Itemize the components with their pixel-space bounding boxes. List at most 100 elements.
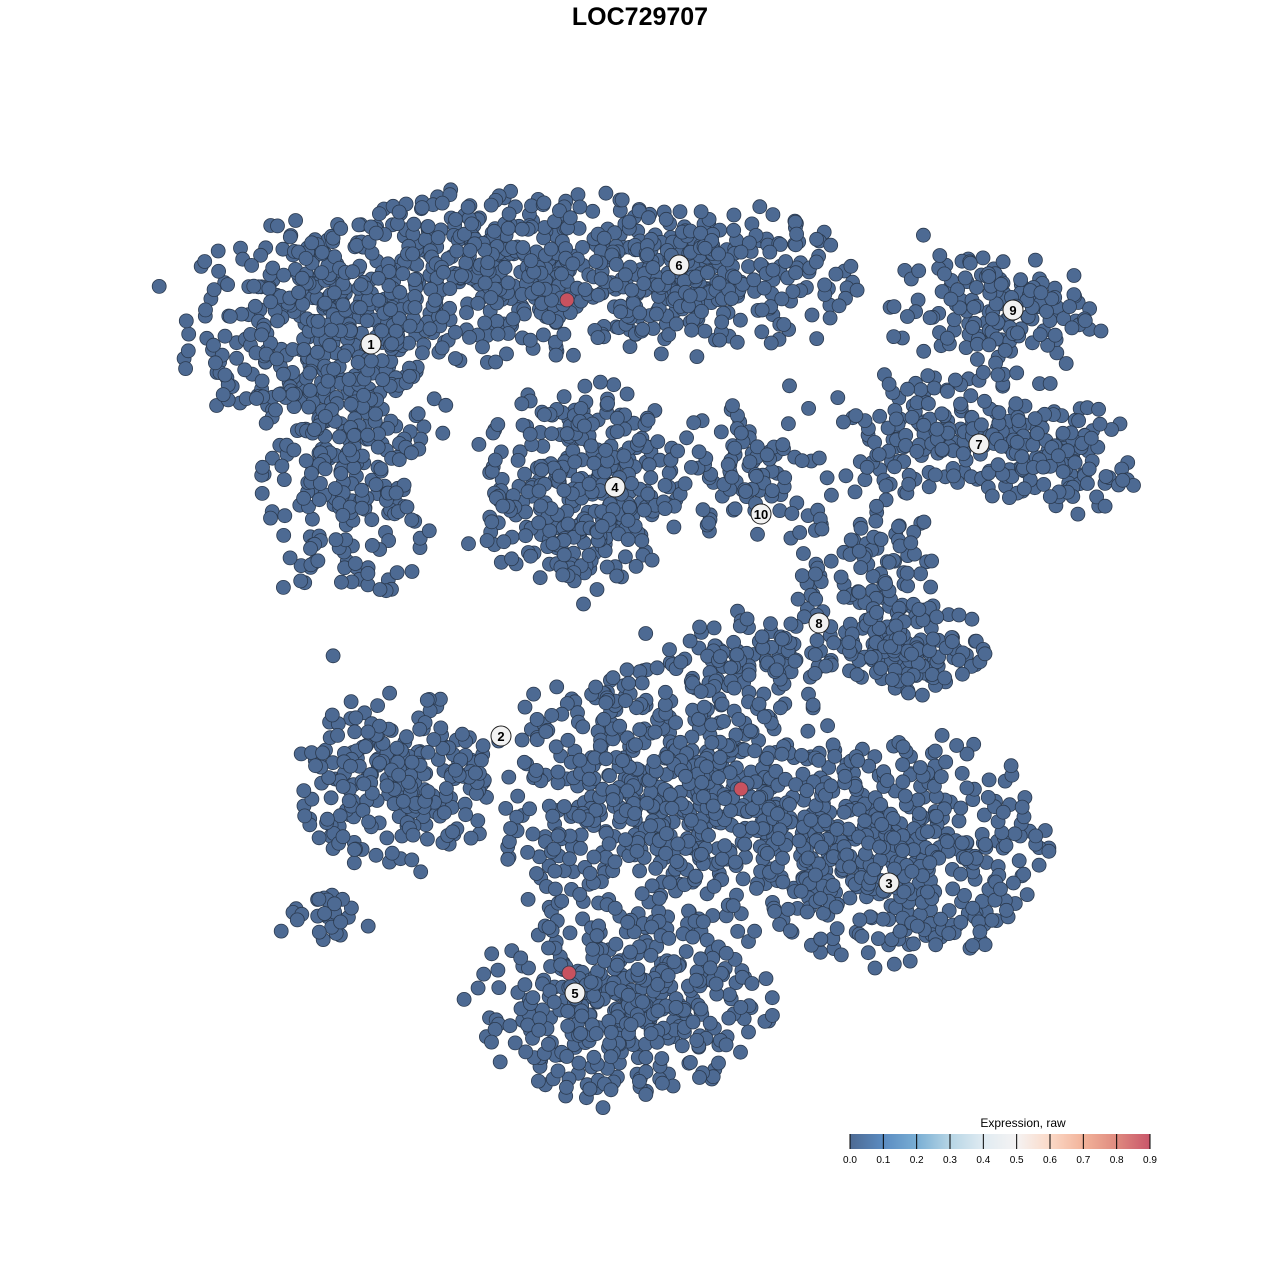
point bbox=[343, 694, 359, 709]
point bbox=[602, 768, 617, 784]
point bbox=[607, 900, 623, 916]
point bbox=[962, 255, 978, 271]
point bbox=[572, 199, 588, 215]
point bbox=[692, 1070, 707, 1085]
point bbox=[872, 408, 888, 424]
point bbox=[448, 762, 463, 778]
point bbox=[322, 337, 338, 353]
point bbox=[808, 867, 823, 883]
point bbox=[514, 396, 530, 412]
point-high-expression bbox=[559, 292, 575, 308]
point bbox=[912, 806, 927, 821]
point bbox=[1098, 469, 1114, 484]
point bbox=[921, 396, 936, 412]
point bbox=[529, 712, 545, 727]
point bbox=[783, 923, 798, 939]
point bbox=[1011, 853, 1027, 869]
point bbox=[581, 771, 597, 787]
point bbox=[1115, 472, 1131, 488]
point bbox=[915, 687, 930, 703]
point bbox=[360, 566, 376, 581]
point bbox=[1092, 416, 1108, 432]
point bbox=[603, 1025, 619, 1040]
point bbox=[775, 437, 791, 453]
point bbox=[596, 711, 612, 727]
point bbox=[1033, 285, 1049, 301]
point bbox=[374, 323, 390, 339]
point bbox=[311, 891, 327, 907]
point bbox=[255, 459, 270, 475]
point bbox=[990, 367, 1006, 383]
point bbox=[484, 1034, 499, 1050]
point bbox=[662, 875, 678, 891]
point bbox=[312, 475, 328, 491]
point bbox=[1028, 828, 1044, 844]
point bbox=[420, 784, 436, 799]
point bbox=[304, 511, 320, 527]
point bbox=[866, 862, 882, 878]
point bbox=[323, 322, 339, 338]
point bbox=[997, 342, 1013, 358]
point bbox=[477, 275, 493, 291]
point bbox=[1031, 857, 1047, 873]
point bbox=[261, 281, 277, 297]
point bbox=[678, 768, 693, 784]
point bbox=[577, 418, 592, 434]
cluster-label-8: 8 bbox=[808, 612, 830, 634]
point bbox=[536, 327, 551, 343]
point bbox=[586, 1049, 602, 1065]
point bbox=[427, 292, 443, 308]
point bbox=[924, 553, 939, 569]
point bbox=[490, 326, 506, 342]
point bbox=[850, 753, 866, 768]
point bbox=[794, 453, 810, 469]
point bbox=[873, 532, 889, 547]
point bbox=[934, 728, 950, 743]
point bbox=[774, 631, 790, 647]
point bbox=[335, 508, 351, 523]
point bbox=[902, 953, 918, 969]
point bbox=[696, 699, 712, 715]
point bbox=[632, 722, 648, 738]
point bbox=[640, 247, 655, 263]
point bbox=[944, 634, 960, 649]
point bbox=[206, 337, 221, 353]
point bbox=[1014, 799, 1030, 815]
point bbox=[389, 740, 405, 756]
point bbox=[583, 438, 599, 454]
point bbox=[1009, 365, 1025, 381]
point bbox=[932, 248, 948, 263]
point bbox=[965, 320, 980, 335]
point bbox=[654, 1075, 670, 1091]
point bbox=[778, 254, 793, 269]
point bbox=[570, 187, 586, 203]
point bbox=[263, 294, 279, 310]
point bbox=[678, 944, 694, 959]
point bbox=[697, 323, 713, 339]
point bbox=[814, 521, 830, 537]
point bbox=[923, 579, 938, 595]
point bbox=[459, 305, 474, 321]
point bbox=[621, 675, 636, 691]
point bbox=[953, 800, 969, 816]
point bbox=[981, 269, 997, 284]
point bbox=[562, 925, 578, 941]
point bbox=[447, 324, 463, 340]
point bbox=[943, 291, 959, 307]
point bbox=[383, 302, 398, 317]
point bbox=[679, 430, 694, 446]
point bbox=[454, 268, 469, 284]
point bbox=[688, 868, 704, 884]
point bbox=[658, 684, 673, 700]
point bbox=[327, 481, 343, 496]
point bbox=[391, 452, 407, 468]
point bbox=[608, 936, 624, 952]
point bbox=[937, 670, 953, 686]
point bbox=[404, 754, 420, 770]
point bbox=[712, 332, 727, 348]
point bbox=[749, 468, 764, 484]
point bbox=[721, 1010, 737, 1026]
point bbox=[929, 609, 945, 625]
point bbox=[548, 347, 564, 363]
point bbox=[817, 277, 832, 293]
